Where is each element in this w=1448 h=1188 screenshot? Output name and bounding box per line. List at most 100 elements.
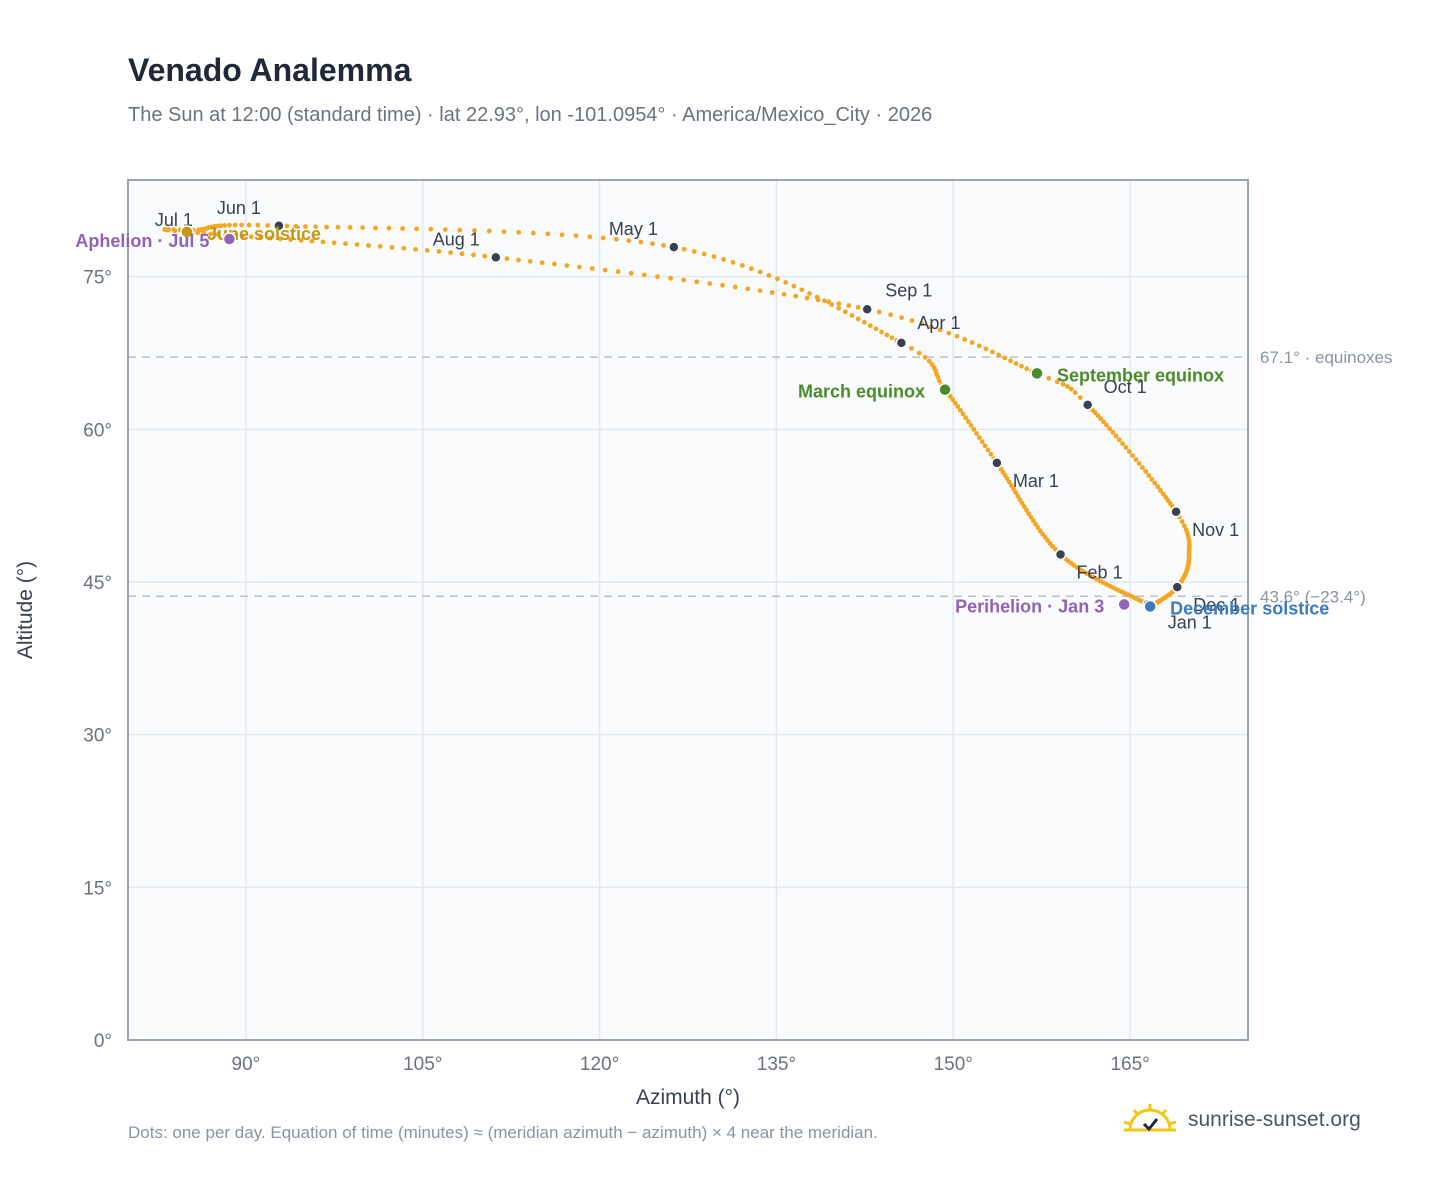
month-marker xyxy=(1171,581,1184,593)
daily-sun-dot xyxy=(377,243,383,249)
daily-sun-dot xyxy=(267,235,273,241)
daily-sun-dot xyxy=(996,352,1002,358)
daily-sun-dot xyxy=(846,303,852,308)
daily-sun-dot xyxy=(862,319,867,325)
daily-sun-dot xyxy=(807,291,812,296)
daily-sun-dot xyxy=(884,332,890,338)
daily-sun-dot xyxy=(1152,480,1158,486)
daily-sun-dot xyxy=(615,269,621,275)
daily-sun-dot xyxy=(1024,366,1030,372)
month-marker xyxy=(273,220,285,232)
daily-sun-dot xyxy=(504,256,510,262)
daily-sun-dot xyxy=(681,277,687,283)
x-tick-label: 135° xyxy=(757,1054,796,1075)
event-label: September equinox xyxy=(1057,365,1224,385)
daily-sun-dot xyxy=(1160,491,1166,497)
y-axis-title: Altitude (°) xyxy=(14,561,37,659)
daily-sun-dot xyxy=(1126,449,1132,454)
daily-sun-dot xyxy=(971,427,977,432)
daily-sun-dot xyxy=(401,245,407,251)
daily-sun-dot xyxy=(836,305,842,311)
daily-sun-dot xyxy=(628,270,634,276)
daily-sun-dot xyxy=(1181,523,1187,529)
daily-sun-dot xyxy=(551,261,557,267)
brand[interactable]: sunrise-sunset.org xyxy=(1122,1102,1361,1138)
reference-line-label: 67.1° · equinoxes xyxy=(1260,348,1393,367)
daily-sun-dot xyxy=(1104,422,1109,428)
daily-sun-dot xyxy=(277,236,283,242)
daily-sun-dot xyxy=(1107,426,1113,432)
daily-sun-dot xyxy=(215,231,221,237)
month-label: Jun 1 xyxy=(217,198,261,218)
daily-sun-dot xyxy=(867,323,873,329)
x-axis-title: Azimuth (°) xyxy=(636,1086,740,1109)
daily-sun-dot xyxy=(232,222,238,228)
daily-sun-dot xyxy=(284,223,290,229)
daily-sun-dot xyxy=(1033,521,1038,527)
daily-sun-dot xyxy=(957,407,963,413)
daily-sun-dot xyxy=(888,312,894,318)
daily-sun-dot xyxy=(265,223,271,228)
daily-sun-dot xyxy=(530,230,536,236)
month-label: Dec 1 xyxy=(1193,595,1240,615)
daily-sun-dot xyxy=(721,256,726,262)
daily-sun-dot xyxy=(711,254,717,259)
daily-sun-dot xyxy=(965,419,971,424)
daily-sun-dot xyxy=(720,282,725,288)
month-marker xyxy=(861,303,873,316)
daily-sun-dot xyxy=(1011,486,1016,492)
daily-sun-dot xyxy=(347,225,353,230)
daily-sun-dot xyxy=(1143,469,1149,474)
event-marker xyxy=(1030,366,1044,381)
daily-sun-dot xyxy=(172,228,178,234)
month-label: Sep 1 xyxy=(885,280,932,300)
daily-sun-dot xyxy=(1136,461,1142,466)
daily-sun-dot xyxy=(472,228,477,233)
daily-sun-dot xyxy=(889,335,895,341)
month-label: Oct 1 xyxy=(1104,377,1147,397)
daily-sun-dot xyxy=(195,230,201,236)
daily-sun-dot xyxy=(681,246,687,252)
month-label: Jan 1 xyxy=(1168,612,1212,632)
daily-sun-dot xyxy=(1060,381,1066,387)
daily-sun-dot xyxy=(879,329,884,335)
daily-sun-dot xyxy=(1113,433,1119,439)
daily-sun-dot xyxy=(516,229,522,235)
daily-sun-dot xyxy=(331,240,337,246)
daily-sun-dot xyxy=(1072,390,1078,395)
daily-sun-dot xyxy=(459,251,465,257)
daily-sun-dot xyxy=(990,349,995,355)
y-tick-label: 30° xyxy=(83,726,112,747)
daily-sun-dot xyxy=(1179,519,1185,524)
daily-sun-dot xyxy=(899,315,904,321)
daily-sun-dot xyxy=(1146,472,1152,478)
daily-sun-dot xyxy=(1028,514,1034,520)
x-tick-label: 165° xyxy=(1110,1054,1149,1075)
daily-sun-dot xyxy=(730,259,736,265)
daily-sun-dot xyxy=(471,252,476,258)
daily-sun-dot xyxy=(1140,465,1145,470)
daily-sun-dot xyxy=(222,223,228,228)
daily-sun-dot xyxy=(255,222,261,228)
daily-sun-dot xyxy=(983,346,989,352)
daily-sun-dot xyxy=(855,316,861,322)
month-label: Aug 1 xyxy=(433,229,480,249)
daily-sun-dot xyxy=(457,227,463,233)
daily-sun-dot xyxy=(413,246,418,252)
month-marker xyxy=(895,337,908,349)
daily-sun-dot xyxy=(757,288,763,294)
brand-name: sunrise-sunset.org xyxy=(1188,1108,1361,1131)
y-tick-label: 15° xyxy=(83,878,112,899)
footnote: Dots: one per day. Equation of time (min… xyxy=(128,1123,878,1142)
daily-sun-dot xyxy=(1019,500,1025,506)
daily-sun-dot xyxy=(766,272,772,278)
daily-sun-dot xyxy=(1158,487,1163,493)
daily-sun-dot xyxy=(587,234,593,240)
daily-sun-dot xyxy=(781,291,787,297)
daily-sun-dot xyxy=(1013,490,1019,495)
daily-sun-dot xyxy=(602,267,608,273)
daily-sun-dot xyxy=(1149,476,1155,482)
x-tick-label: 120° xyxy=(580,1054,619,1075)
daily-sun-dot xyxy=(655,274,660,280)
month-label: Jul 1 xyxy=(155,210,193,230)
